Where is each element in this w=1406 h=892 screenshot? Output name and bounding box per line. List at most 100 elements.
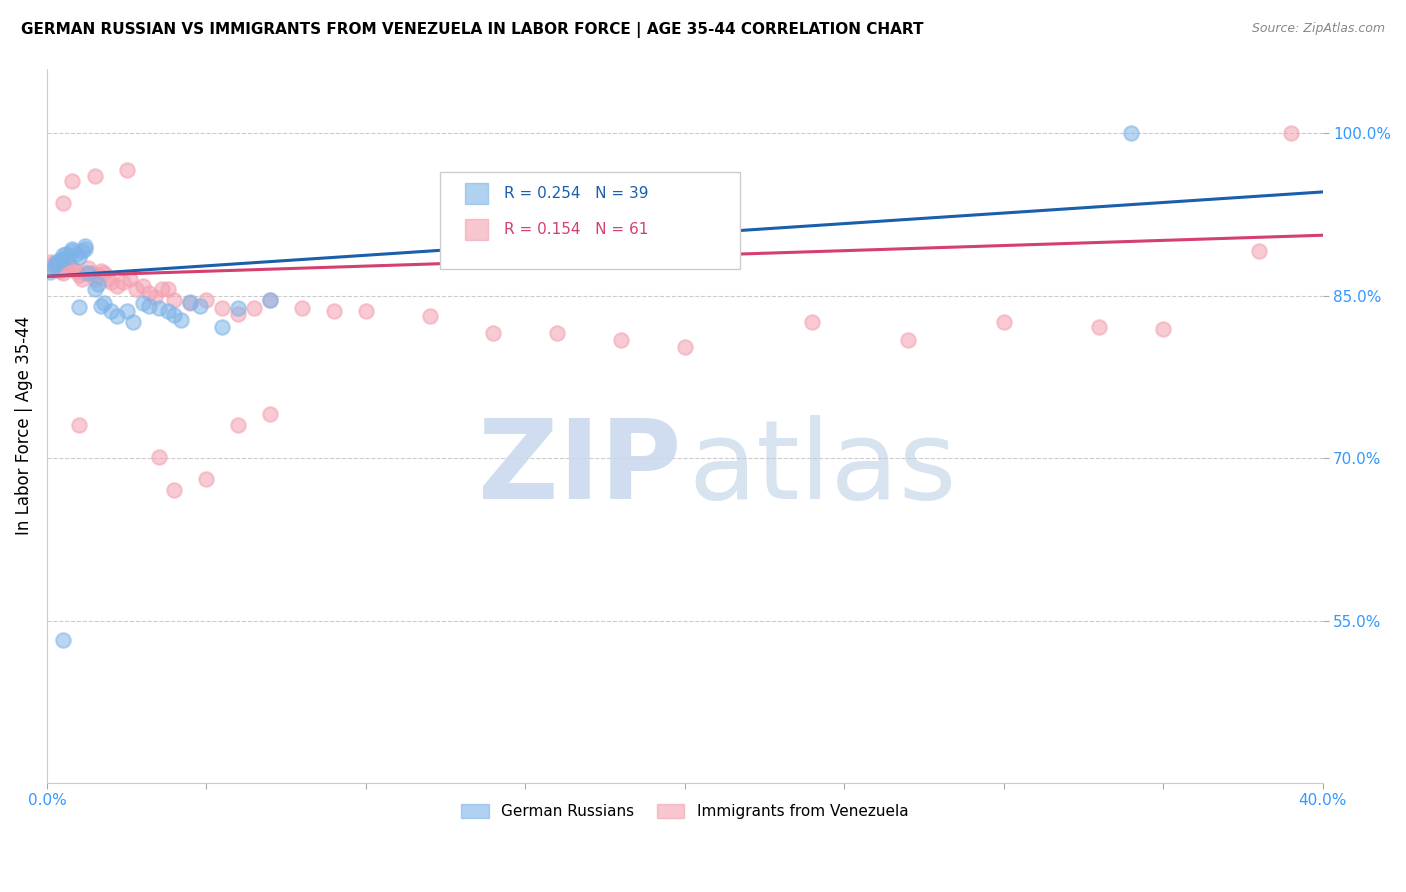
Point — [125, 282, 148, 296]
Point — [52, 266, 75, 280]
Point — [70, 271, 93, 285]
Point — [163, 483, 186, 497]
Point — [75, 266, 97, 280]
Point — [83, 282, 105, 296]
Point — [122, 315, 145, 329]
FancyBboxPatch shape — [465, 219, 488, 240]
Point — [67, 250, 90, 264]
Point — [1152, 322, 1174, 336]
Point — [150, 282, 173, 296]
Point — [801, 315, 824, 329]
Point — [90, 299, 112, 313]
Point — [131, 296, 153, 310]
Point — [60, 260, 83, 275]
Text: R = 0.254   N = 39: R = 0.254 N = 39 — [503, 186, 648, 201]
Point — [419, 310, 441, 324]
Text: Source: ZipAtlas.com: Source: ZipAtlas.com — [1251, 22, 1385, 36]
Point — [48, 253, 70, 268]
Point — [45, 255, 67, 269]
Point — [211, 320, 233, 334]
FancyBboxPatch shape — [465, 183, 488, 204]
Point — [1247, 244, 1270, 259]
Point — [259, 293, 281, 308]
Point — [897, 333, 920, 347]
Point — [90, 264, 112, 278]
Point — [105, 310, 128, 324]
Point — [226, 307, 249, 321]
Point — [546, 326, 568, 340]
Point — [1279, 127, 1302, 141]
Point — [673, 340, 696, 354]
Point — [188, 299, 211, 313]
Point — [243, 301, 266, 315]
Point — [65, 264, 87, 278]
Point — [77, 260, 100, 275]
Y-axis label: In Labor Force | Age 35-44: In Labor Force | Age 35-44 — [15, 317, 32, 535]
Point — [83, 271, 105, 285]
Point — [195, 293, 218, 308]
Point — [58, 257, 80, 271]
Point — [482, 326, 505, 340]
Point — [77, 266, 100, 280]
Point — [65, 246, 87, 260]
Point — [157, 304, 180, 318]
Point — [96, 271, 118, 285]
Point — [45, 257, 67, 271]
Point — [75, 239, 97, 253]
Point — [131, 279, 153, 293]
Point — [67, 268, 90, 283]
Point — [55, 246, 77, 260]
Point — [195, 472, 218, 486]
Point — [60, 174, 83, 188]
Point — [259, 407, 281, 421]
Point — [179, 295, 201, 310]
Point — [291, 301, 314, 315]
Point — [93, 296, 115, 310]
Point — [48, 264, 70, 278]
Text: R = 0.154   N = 61: R = 0.154 N = 61 — [503, 222, 648, 236]
Point — [163, 293, 186, 308]
Point — [52, 633, 75, 648]
Legend: German Russians, Immigrants from Venezuela: German Russians, Immigrants from Venezue… — [456, 798, 914, 825]
Point — [1088, 320, 1111, 334]
Point — [55, 260, 77, 275]
Point — [60, 243, 83, 257]
Point — [42, 260, 65, 275]
Point — [100, 275, 122, 289]
Point — [52, 252, 75, 266]
Point — [52, 248, 75, 262]
Point — [67, 300, 90, 314]
Point — [322, 304, 344, 318]
Point — [45, 260, 67, 275]
Point — [138, 285, 160, 300]
Point — [163, 309, 186, 323]
Point — [118, 271, 141, 285]
Point — [39, 255, 62, 269]
Point — [610, 333, 633, 347]
Point — [179, 296, 201, 310]
Point — [112, 275, 135, 289]
Point — [211, 301, 233, 315]
Point — [93, 266, 115, 280]
Point — [105, 279, 128, 293]
Point — [42, 257, 65, 271]
Point — [170, 312, 193, 326]
Text: ZIP: ZIP — [478, 415, 681, 522]
Point — [39, 265, 62, 279]
Point — [1121, 127, 1143, 141]
Text: GERMAN RUSSIAN VS IMMIGRANTS FROM VENEZUELA IN LABOR FORCE | AGE 35-44 CORRELATI: GERMAN RUSSIAN VS IMMIGRANTS FROM VENEZU… — [21, 22, 924, 38]
Point — [259, 293, 281, 308]
Point — [70, 244, 93, 259]
Point — [226, 301, 249, 315]
Text: atlas: atlas — [689, 415, 957, 522]
Point — [157, 282, 180, 296]
Point — [148, 301, 170, 315]
Point — [354, 304, 377, 318]
Point — [115, 163, 138, 178]
Point — [993, 315, 1015, 329]
Point — [60, 244, 83, 259]
Point — [87, 277, 110, 291]
FancyBboxPatch shape — [440, 172, 740, 268]
Point — [83, 169, 105, 183]
Point — [138, 299, 160, 313]
